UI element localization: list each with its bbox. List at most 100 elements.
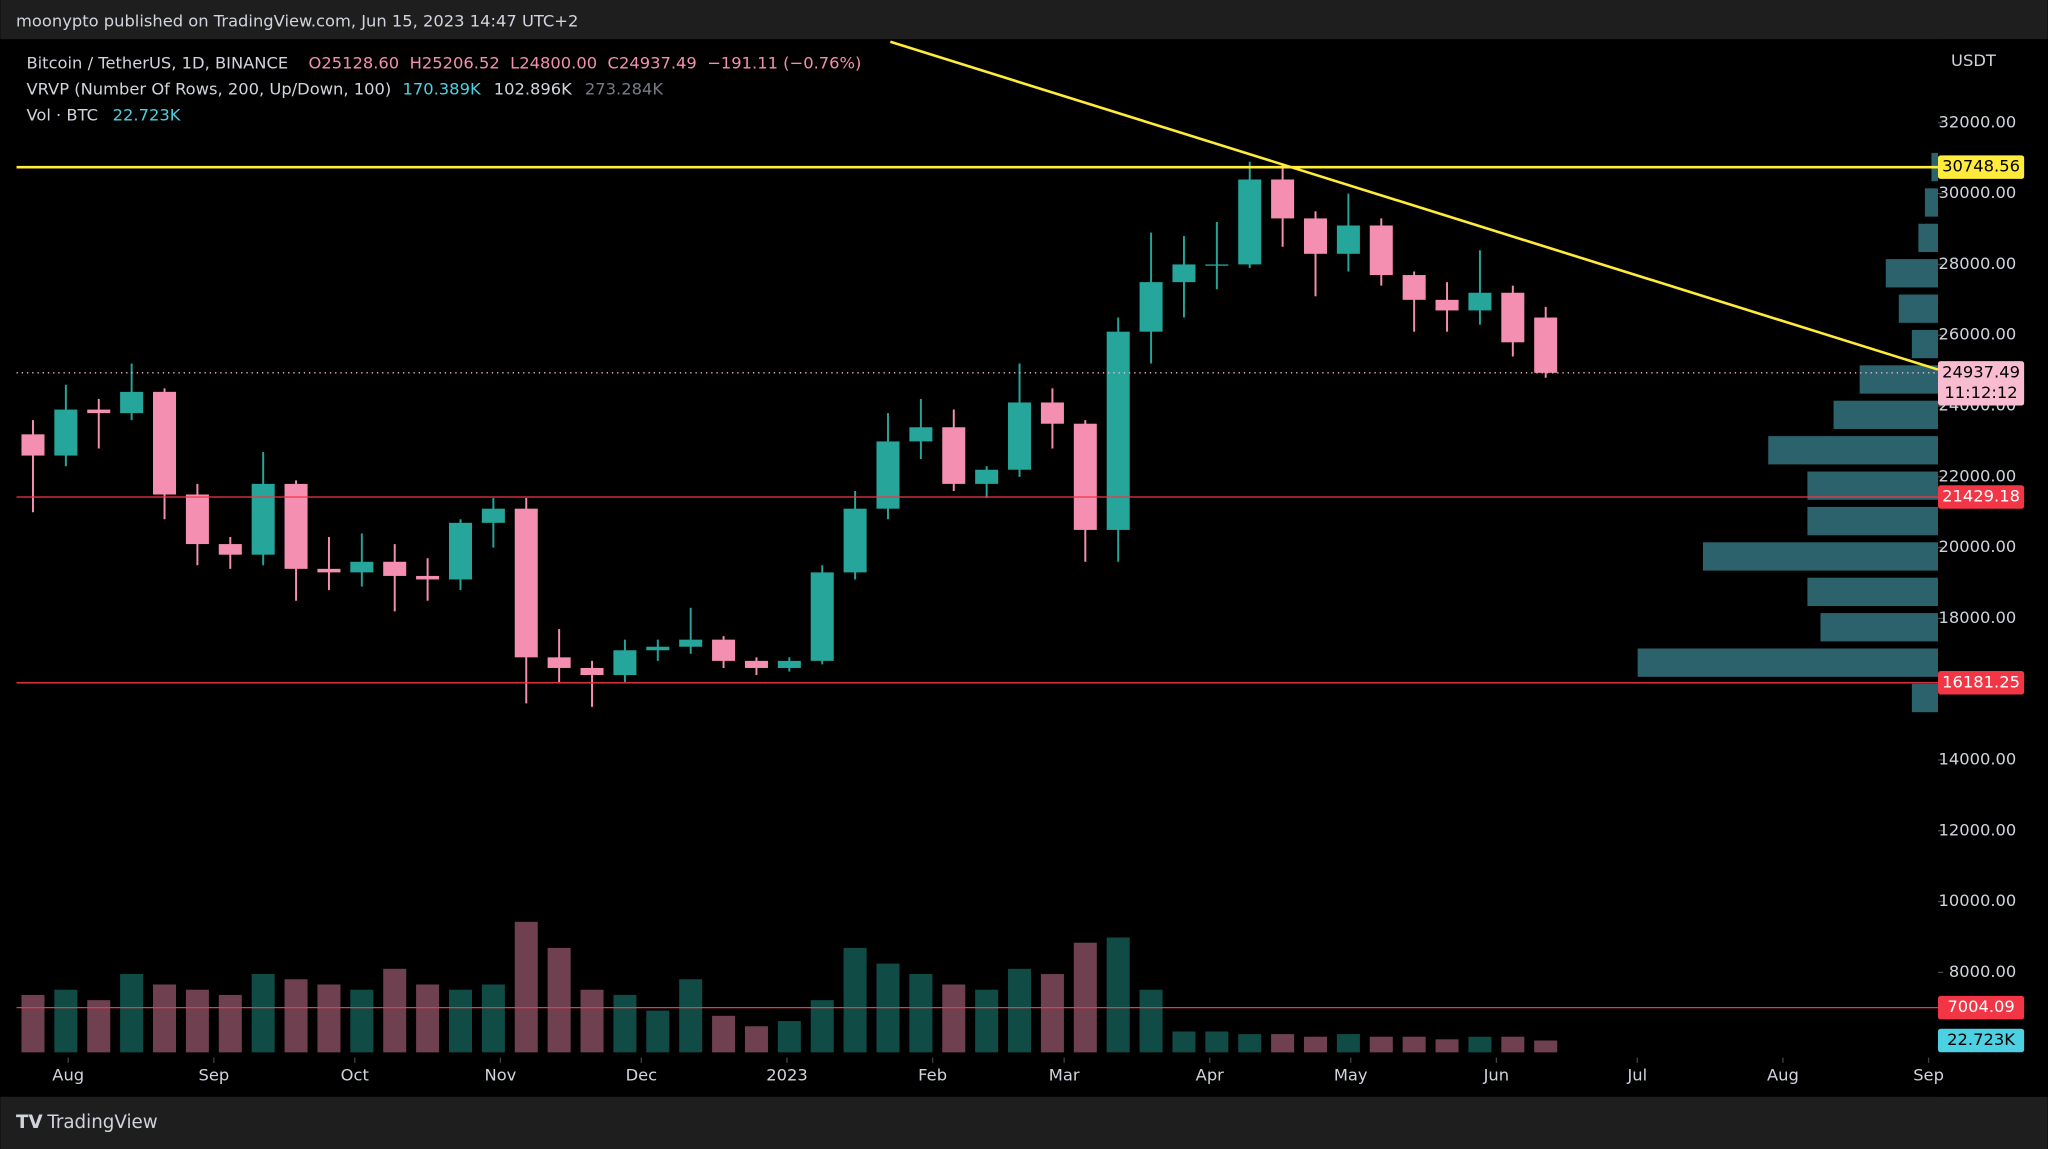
volume-bar (909, 974, 933, 1053)
level-box (1937, 485, 2025, 509)
candle-body (1106, 331, 1130, 530)
candle-body (218, 544, 242, 555)
candle-body (1139, 282, 1163, 332)
profile-row (1924, 188, 1938, 217)
volume-bar (1435, 1039, 1459, 1053)
volume-bar (712, 1015, 736, 1053)
volume-bar (942, 984, 966, 1053)
volume-bar (1402, 1036, 1426, 1053)
candle-body (1468, 292, 1492, 311)
candle-body (810, 572, 834, 661)
candle-body (514, 508, 538, 658)
ohlc-value: L24800.00 (510, 53, 597, 72)
profile-row (1637, 648, 1938, 677)
top-bar (0, 0, 2048, 40)
candle-body (1501, 292, 1525, 343)
volume-bar (514, 921, 538, 1053)
vol-value: 22.723K (113, 106, 182, 125)
level-box (1937, 155, 2025, 179)
volume-bar (317, 984, 341, 1053)
candle-body (1205, 264, 1229, 266)
ohlc-value: C24937.49 (608, 53, 697, 72)
symbol: Bitcoin / TetherUS, 1D, BINANCE (26, 53, 288, 72)
countdown: 11:12:12 (1944, 383, 2017, 402)
profile-row (1807, 506, 1938, 536)
candle-body (843, 508, 867, 573)
x-tick-label: Jul (1626, 1065, 1647, 1084)
volume-bar (613, 994, 637, 1053)
candle-body (909, 427, 933, 442)
profile-row (1768, 436, 1938, 465)
unit: USDT (1951, 51, 1997, 70)
volume-bar (416, 984, 440, 1053)
volume-bar (218, 994, 242, 1053)
volume-bar (1534, 1040, 1558, 1053)
profile-row (1911, 683, 1938, 713)
bottom-bar (0, 1096, 2048, 1149)
level-label: 7004.09 (1947, 997, 2014, 1016)
volume-bar (1468, 1036, 1492, 1053)
profile-row (1898, 294, 1938, 323)
volume-bar (448, 989, 472, 1053)
volume-bar (120, 974, 144, 1053)
x-tick-label: Apr (1196, 1065, 1225, 1084)
y-tick-label: 26000.00 (1938, 325, 2016, 344)
level-label: 30748.56 (1942, 157, 2020, 176)
level-box (1937, 995, 2025, 1020)
x-tick-label: Dec (626, 1065, 658, 1084)
volume-bar (744, 1026, 768, 1053)
level-box (1937, 671, 2025, 695)
candle-body (1303, 218, 1328, 254)
candle-body (1040, 402, 1064, 424)
candle-body (942, 427, 966, 484)
candle-body (120, 391, 144, 414)
volume-label: 22.723K (1947, 1030, 2016, 1049)
volume-bar (1008, 968, 1032, 1053)
level-label: 16181.25 (1942, 672, 2020, 691)
volume-bar (383, 968, 407, 1053)
ohlc-value: −191.11 (−0.76%) (707, 53, 861, 72)
volume-bar (481, 984, 505, 1053)
candle-body (416, 575, 440, 580)
volume-bar (1040, 974, 1064, 1053)
profile-row (1911, 329, 1938, 359)
brand: TradingView (46, 1112, 157, 1133)
y-tick-label: 8000.00 (1949, 962, 2016, 981)
candle-body (1402, 275, 1426, 300)
x-tick-label: Oct (341, 1065, 369, 1084)
profile-row (1820, 613, 1938, 642)
x-tick-label: Nov (484, 1065, 516, 1084)
vrvp-value: 102.896K (494, 80, 573, 99)
volume-bar (810, 1000, 834, 1053)
y-tick-label: 28000.00 (1938, 254, 2016, 273)
candle-body (975, 469, 999, 484)
profile-row (1918, 223, 1938, 253)
vol: Vol · BTC (26, 106, 98, 125)
candle-body (87, 409, 111, 414)
candle-body (448, 522, 472, 580)
volume-bar (185, 989, 209, 1053)
x-tick-label: May (1334, 1065, 1368, 1084)
volume-bar (1238, 1034, 1262, 1053)
candle-body (777, 660, 801, 668)
y-tick-label: 32000.00 (1938, 112, 2016, 131)
volume-bar (1106, 937, 1130, 1053)
candle-body (646, 646, 670, 651)
volume-bar (1205, 1031, 1229, 1053)
candle-body (1238, 179, 1262, 265)
candle-body (876, 441, 900, 509)
candle-body (54, 409, 78, 456)
x-tick-label: Mar (1049, 1065, 1080, 1084)
x-tick-label: Aug (52, 1065, 84, 1084)
candle-body (613, 650, 637, 676)
trendline (889, 40, 1939, 371)
profile-row (1702, 542, 1938, 571)
profile-row (1859, 365, 1938, 394)
x-tick-label: Aug (1767, 1065, 1799, 1084)
candle-body (1534, 317, 1558, 373)
volume-bar (1336, 1034, 1360, 1053)
candle-body (481, 508, 505, 523)
volume-bar (1271, 1034, 1295, 1053)
